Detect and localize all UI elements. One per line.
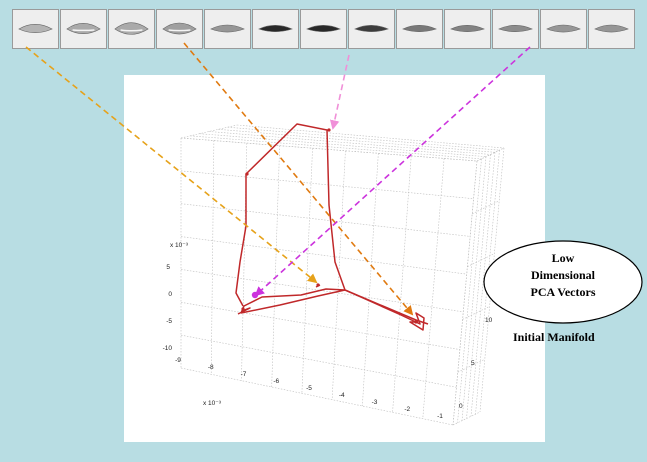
mouth-frame (540, 9, 587, 49)
mouth-frame (204, 9, 251, 49)
mouth-frame (252, 9, 299, 49)
pca-plot-panel (124, 75, 545, 442)
mouth-frame (396, 9, 443, 49)
callout-line-1: Low (552, 251, 575, 265)
initial-manifold-label: Initial Manifold (513, 330, 595, 344)
mouth-frame (108, 9, 155, 49)
mouth-frame (300, 9, 347, 49)
mouth-frame (588, 9, 635, 49)
mouth-image-strip (12, 9, 640, 49)
mouth-frame (60, 9, 107, 49)
mouth-frame (348, 9, 395, 49)
mouth-frame (444, 9, 491, 49)
mouth-frame (156, 9, 203, 49)
mouth-frame (12, 9, 59, 49)
mouth-frame (492, 9, 539, 49)
